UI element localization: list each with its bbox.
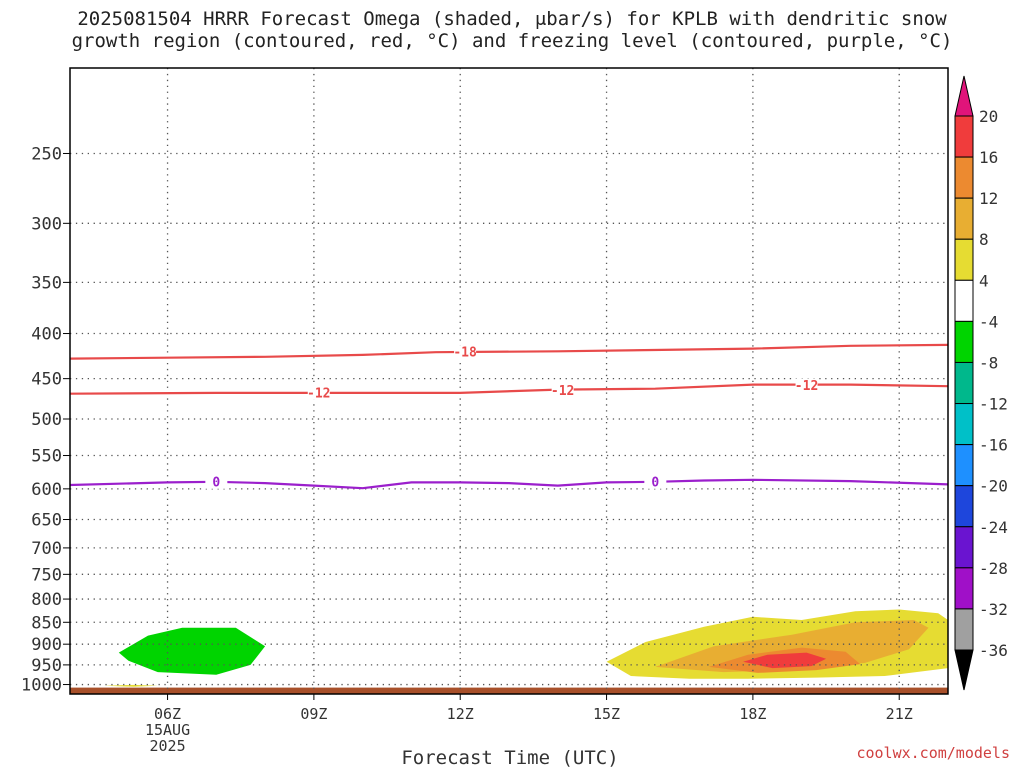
y-tick-label-800: 800: [31, 590, 62, 610]
colorbar-label--8: -8: [979, 353, 998, 372]
contour-label-2-0: 0: [212, 475, 220, 490]
colorbar-bottom-arrow: [954, 649, 974, 691]
contour-label-bg-1-2: [795, 378, 818, 393]
chart-title-line1: 2025081504 HRRR Forecast Omega (shaded, …: [77, 8, 947, 30]
colorbar-label--24: -24: [979, 518, 1008, 537]
colorbar-label-8: 8: [979, 230, 989, 249]
colorbar-swatch--20: [954, 485, 974, 528]
y-tick-label-850: 850: [31, 613, 62, 633]
colorbar-swatch-8: [954, 238, 974, 281]
y-tick-label-550: 550: [31, 447, 62, 467]
colorbar-label--32: -32: [979, 600, 1008, 619]
colorbar-label--4: -4: [979, 312, 998, 331]
axes-layer: 2503003504004505005506006507007508008509…: [21, 67, 949, 768]
x-axis-label: Forecast Time (UTC): [401, 747, 618, 768]
chart-title: 2025081504 HRRR Forecast Omega (shaded, …: [0, 8, 1024, 52]
x-tick-label-12Z: 12Z: [447, 705, 474, 723]
y-tick-label-600: 600: [31, 480, 62, 500]
contour-label-1-2: -12: [795, 379, 818, 394]
colorbar-swatch-12: [954, 197, 974, 240]
contour-label-bg-1-1: [551, 383, 574, 398]
colorbar-swatch--32: [954, 608, 974, 651]
plot-frame: [69, 67, 949, 695]
colorbar-swatch--4: [954, 320, 974, 363]
x-tick-label-15Z: 15Z: [593, 705, 620, 723]
y-tick-label-250: 250: [31, 144, 62, 164]
y-tick-label-700: 700: [31, 539, 62, 559]
y-tick-label-950: 950: [31, 656, 62, 676]
colorbar-swatch--16: [954, 444, 974, 487]
y-tick-label-650: 650: [31, 511, 62, 531]
colorbar-label--12: -12: [979, 395, 1008, 414]
colorbar-swatch--12: [954, 403, 974, 446]
contour-line-0-2: [69, 478, 949, 490]
contour-label-1-0: -12: [307, 386, 330, 401]
x-tick-label-06Z: 06Z: [154, 705, 181, 723]
colorbar-swatch-16: [954, 156, 974, 199]
x-tick-label-21Z: 21Z: [886, 705, 913, 723]
y-tick-label-300: 300: [31, 214, 62, 234]
x-tick-label-18Z: 18Z: [739, 705, 766, 723]
contour-label-bg-2-1: [644, 474, 667, 489]
colorbar-label-16: 16: [979, 148, 998, 167]
contour-layer: -18 -12 -12 -12 0 0: [69, 343, 949, 490]
colorbar-label--16: -16: [979, 436, 1008, 455]
colorbar-label--20: -20: [979, 477, 1008, 496]
contour-line--18-0: [69, 343, 949, 360]
y-tick-label-450: 450: [31, 370, 62, 390]
omega-region-0: [118, 627, 266, 675]
colorbar-label--36: -36: [979, 641, 1008, 660]
omega-region-1: [104, 684, 158, 687]
colorbar-label--28: -28: [979, 559, 1008, 578]
y-tick-label-400: 400: [31, 325, 62, 345]
y-tick-label-900: 900: [31, 635, 62, 655]
contour-label-1-1: -12: [551, 384, 574, 399]
colorbar-swatch--24: [954, 526, 974, 569]
colorbar-label-20: 20: [979, 107, 998, 126]
chart-title-line2: growth region (contoured, red, °C) and f…: [71, 30, 953, 52]
y-tick-label-500: 500: [31, 410, 62, 430]
colorbar: 20 16 12 8 4 -4 -8 -12 -16 -20 -24 -28 -32 -36: [954, 75, 1008, 691]
x-tick-sublabel-0: 15AUG: [145, 721, 190, 739]
x-tick-sublabel-1: 2025: [149, 737, 185, 755]
colorbar-label-12: 12: [979, 189, 998, 208]
contour-label-bg-2-0: [205, 474, 228, 489]
contour-label-2-1: 0: [651, 475, 659, 490]
colorbar-swatch-20: [954, 115, 974, 158]
contour-label-bg-1-0: [307, 385, 330, 400]
colorbar-swatch--8: [954, 361, 974, 405]
site-credit: coolwx.com/models: [856, 744, 1010, 762]
terrain-fill: [70, 687, 948, 694]
y-tick-label-750: 750: [31, 565, 62, 585]
y-tick-label-350: 350: [31, 273, 62, 293]
colorbar-top-arrow: [954, 75, 974, 117]
contour-label-bg-0-0: [454, 345, 477, 360]
y-tick-label-1000: 1000: [21, 676, 62, 696]
grid-layer: [70, 68, 948, 694]
x-tick-label-09Z: 09Z: [300, 705, 327, 723]
omega-region-3: [655, 620, 929, 673]
omega-shading-layer: [70, 609, 948, 694]
colorbar-label-4: 4: [979, 271, 989, 290]
colorbar-swatch-4: [954, 279, 974, 322]
colorbar-swatch--28: [954, 567, 974, 610]
omega-region-5: [743, 652, 827, 669]
contour-label-0-0: -18: [453, 346, 477, 361]
